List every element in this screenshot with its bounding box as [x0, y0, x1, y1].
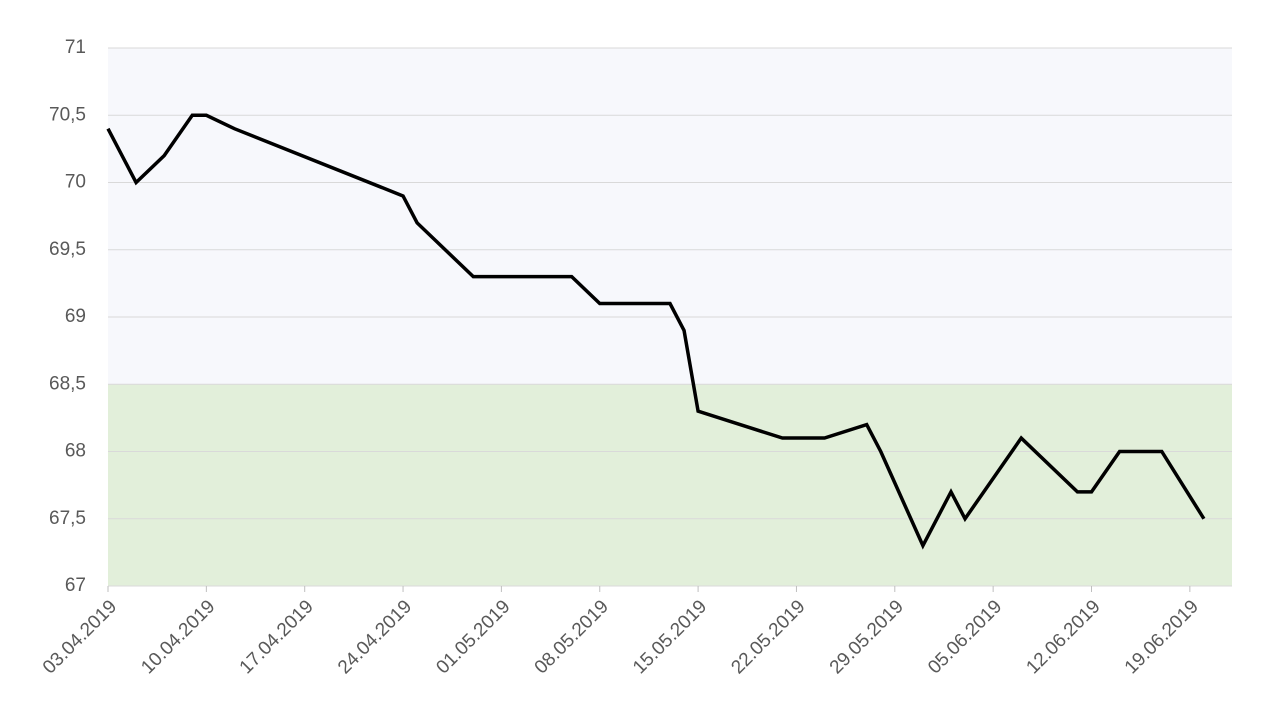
- x-tick-label: 24.04.2019: [334, 596, 416, 678]
- x-tick-label: 03.04.2019: [39, 596, 121, 678]
- line: [106, 113, 1206, 550]
- x-tick-label: 17.04.2019: [236, 596, 318, 678]
- x-tick-label: 08.05.2019: [531, 596, 613, 678]
- y-tick-label: 70: [65, 172, 86, 193]
- y-tick-label: 67,5: [49, 508, 86, 529]
- y-tick-label: 69: [65, 306, 86, 327]
- band: [108, 384, 1232, 586]
- y-tick-label: 68,5: [49, 373, 86, 394]
- y-tick-label: 69,5: [49, 239, 86, 260]
- x-tick-label: 22.05.2019: [727, 596, 809, 678]
- x-tick-label: 10.04.2019: [137, 596, 219, 678]
- y-tick-label: 68: [65, 441, 86, 462]
- x-tick-label: 29.05.2019: [826, 596, 908, 678]
- x-tick-label: 01.05.2019: [432, 596, 514, 678]
- x-tick-label: 05.06.2019: [924, 596, 1006, 678]
- y-tick-label: 67: [65, 575, 86, 596]
- x-tick-label: 15.05.2019: [629, 596, 711, 678]
- x-tick-label: 19.06.2019: [1121, 596, 1203, 678]
- y-tick-label: 70,5: [49, 104, 86, 125]
- x-tick-label: 12.06.2019: [1022, 596, 1104, 678]
- y-tick-label: 71: [65, 37, 86, 58]
- band: [108, 48, 1232, 385]
